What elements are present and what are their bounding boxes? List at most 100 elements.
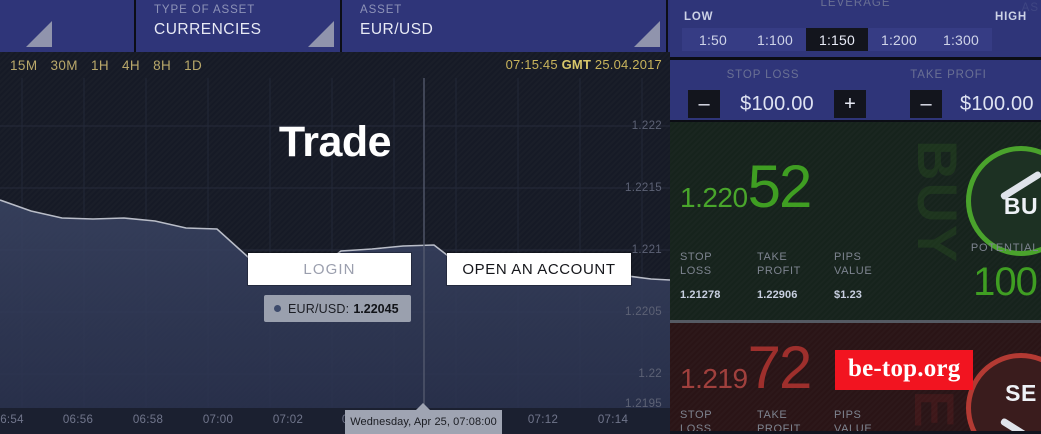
take-profit-value[interactable]: $100.00 bbox=[960, 92, 1034, 115]
leverage-option-1-150[interactable]: 1:150 bbox=[806, 28, 868, 51]
timeframe-1d[interactable]: 1D bbox=[184, 57, 203, 73]
x-axis-label: 07:02 bbox=[272, 414, 304, 426]
sell-stats: STOP LOSS TAKE PROFIT PIPS VALUE bbox=[680, 408, 911, 431]
stop-loss-stepper: – $100.00 + bbox=[688, 90, 866, 118]
y-axis-label: 1.2195 bbox=[625, 398, 662, 410]
leverage-title: LEVERAGE bbox=[820, 0, 891, 9]
asset-selector-header: TYPE OF ASSET CURRENCIES ASSET EUR/USD bbox=[0, 0, 670, 52]
timeframe-15m[interactable]: 15M bbox=[10, 57, 38, 73]
server-timestamp: 07:15:45 GMT 25.04.2017 bbox=[506, 57, 662, 72]
x-axis: 6:54 06:56 06:58 07:00 07:02 07:04 07:12… bbox=[0, 408, 670, 434]
sell-stat-stop-loss: STOP LOSS bbox=[680, 408, 757, 431]
sell-price: 1.219 72 bbox=[680, 334, 813, 401]
leverage-high-label: HIGH bbox=[995, 11, 1027, 23]
timeframe-1h[interactable]: 1H bbox=[90, 57, 109, 73]
stop-loss-decrement-button[interactable]: – bbox=[688, 90, 720, 118]
x-axis-label: 06:58 bbox=[132, 414, 164, 426]
asset-value: EUR/USD bbox=[360, 21, 434, 38]
dropdown-triangle-icon bbox=[26, 21, 52, 47]
sell-stat-key: PIPS bbox=[834, 409, 862, 421]
leverage-option-1-200[interactable]: 1:200 bbox=[868, 28, 930, 51]
stop-loss-value[interactable]: $100.00 bbox=[740, 92, 814, 115]
buy-stat-value: $1.23 bbox=[834, 289, 863, 301]
buy-button-label: BU bbox=[1003, 193, 1039, 219]
sell-button[interactable]: SE bbox=[966, 353, 1041, 431]
series-dot-icon bbox=[274, 305, 281, 312]
login-button-label: LOGIN bbox=[303, 260, 356, 278]
x-axis-label: 6:54 bbox=[0, 414, 24, 426]
buy-stats: STOP LOSS 1.21278 TAKE PROFIT 1.22906 PI… bbox=[680, 250, 911, 301]
take-profit-label: TAKE PROFI bbox=[910, 69, 987, 81]
sell-price-suffix: 72 bbox=[747, 334, 813, 401]
login-button[interactable]: LOGIN bbox=[248, 253, 411, 285]
asset-selector[interactable]: ASSET EUR/USD bbox=[342, 0, 668, 52]
sell-stat-key: VALUE bbox=[834, 423, 873, 431]
stop-loss-label: STOP LOSS bbox=[726, 69, 800, 81]
leverage-option-1-50[interactable]: 1:50 bbox=[682, 28, 744, 51]
risk-controls-section: STOP LOSS TAKE PROFI – $100.00 + – $100.… bbox=[670, 57, 1041, 120]
potential-label: POTENTIAL bbox=[970, 242, 1040, 254]
buy-stat-value: 1.21278 bbox=[680, 289, 721, 301]
type-of-asset-label: TYPE OF ASSET bbox=[154, 4, 256, 16]
timeframe-4h[interactable]: 4H bbox=[122, 57, 141, 73]
leverage-options: 1:50 1:100 1:150 1:200 1:300 bbox=[682, 28, 992, 51]
y-axis-label: 1.22 bbox=[638, 368, 662, 380]
sell-stat-key: PROFIT bbox=[757, 423, 801, 431]
selector-left-spacer[interactable] bbox=[0, 0, 136, 52]
buy-price-suffix: 52 bbox=[747, 153, 813, 220]
y-axis-label: 1.221 bbox=[631, 244, 662, 256]
leverage-option-1-100[interactable]: 1:100 bbox=[744, 28, 806, 51]
sell-button-label: SE bbox=[1005, 380, 1037, 406]
timeframe-8h[interactable]: 8H bbox=[153, 57, 172, 73]
trade-controls-panel: LEVERAGE LOW HIGH 1:50 1:100 1:150 1:200… bbox=[670, 0, 1041, 434]
site-watermark: be-top.org bbox=[835, 350, 974, 390]
x-axis-label: 07:14 bbox=[597, 414, 629, 426]
buy-price-prefix: 1.220 bbox=[680, 182, 748, 213]
crosshair-time-tooltip: Wednesday, Apr 25, 07:08:00 bbox=[345, 403, 502, 434]
cutoff-text-fragment: AS bbox=[1021, 2, 1039, 14]
buy-potential-profit: POTENTIAL 100 bbox=[920, 242, 1041, 305]
x-axis-label: 07:12 bbox=[527, 414, 559, 426]
sell-price-prefix: 1.219 bbox=[680, 363, 748, 394]
dropdown-triangle-icon bbox=[634, 21, 660, 47]
y-axis-label: 1.222 bbox=[631, 120, 662, 132]
buy-stat-take-profit: TAKE PROFIT 1.22906 bbox=[757, 250, 834, 301]
type-of-asset-value: CURRENCIES bbox=[154, 21, 262, 38]
buy-stat-key: PIPS bbox=[834, 251, 862, 263]
leverage-range-labels: LOW HIGH bbox=[684, 11, 1027, 23]
timestamp-date: 25.04.2017 bbox=[594, 57, 662, 72]
sell-panel[interactable]: SELL 1.219 72 STOP LOSS TAKE PROFIT PIPS… bbox=[670, 320, 1041, 431]
leverage-low-label: LOW bbox=[684, 11, 714, 23]
open-account-button[interactable]: OPEN AN ACCOUNT bbox=[447, 253, 631, 285]
open-account-button-label: OPEN AN ACCOUNT bbox=[462, 260, 616, 278]
buy-stat-key: TAKE bbox=[757, 251, 788, 263]
leverage-section: LEVERAGE LOW HIGH 1:50 1:100 1:150 1:200… bbox=[670, 0, 1041, 57]
potential-value: 100 bbox=[973, 260, 1038, 304]
sell-stat-pips-value: PIPS VALUE bbox=[834, 408, 911, 431]
x-axis-label: 06:56 bbox=[62, 414, 94, 426]
price-chart[interactable]: 15M 30M 1H 4H 8H 1D 07:15:45 GMT 25.04.2… bbox=[0, 52, 670, 434]
timeframe-30m[interactable]: 30M bbox=[50, 57, 78, 73]
leverage-option-1-300[interactable]: 1:300 bbox=[930, 28, 992, 51]
timestamp-time: 07:15:45 bbox=[505, 57, 558, 72]
buy-button[interactable]: BU bbox=[966, 146, 1041, 256]
take-profit-decrement-button[interactable]: – bbox=[910, 90, 942, 118]
buy-stat-value: 1.22906 bbox=[757, 289, 798, 301]
buy-stat-key: STOP bbox=[680, 251, 713, 263]
sell-stat-key: TAKE bbox=[757, 409, 788, 421]
buy-panel[interactable]: BUY 1.220 52 STOP LOSS 1.21278 TAKE PROF… bbox=[670, 120, 1041, 320]
y-axis-label: 1.2215 bbox=[625, 182, 662, 194]
type-of-asset-selector[interactable]: TYPE OF ASSET CURRENCIES bbox=[136, 0, 342, 52]
stop-loss-increment-button[interactable]: + bbox=[834, 90, 866, 118]
sell-stat-key: LOSS bbox=[680, 423, 712, 431]
gauge-needle-icon bbox=[999, 417, 1041, 431]
buy-price: 1.220 52 bbox=[680, 153, 813, 220]
price-tooltip-pair: EUR/USD: bbox=[288, 301, 350, 316]
crosshair-time-text: Wednesday, Apr 25, 07:08:00 bbox=[350, 416, 497, 428]
buy-stat-key: PROFIT bbox=[757, 265, 801, 277]
x-axis-label: 07:00 bbox=[202, 414, 234, 426]
price-tooltip: EUR/USD: 1.22045 bbox=[264, 295, 411, 322]
buy-watermark-text: BUY bbox=[906, 140, 969, 265]
sell-stat-key: STOP bbox=[680, 409, 713, 421]
